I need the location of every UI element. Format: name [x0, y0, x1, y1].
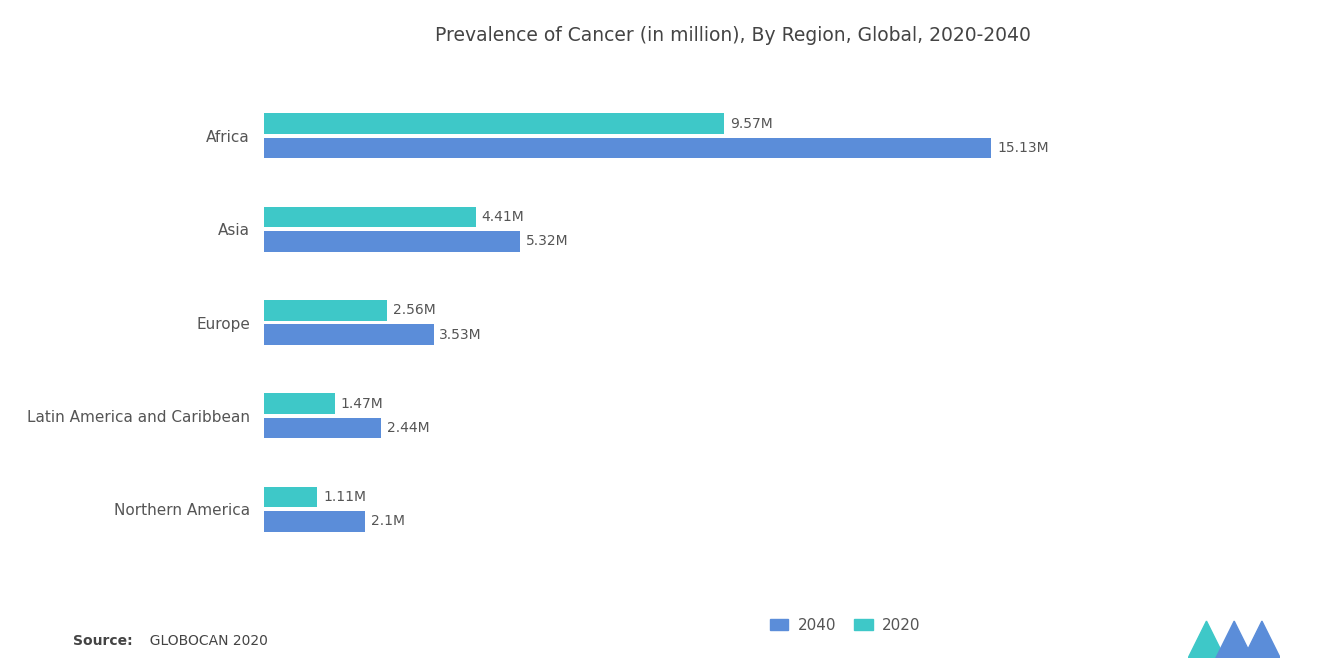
- Text: GLOBOCAN 2020: GLOBOCAN 2020: [141, 634, 268, 648]
- Bar: [264, 138, 991, 158]
- Text: 5.32M: 5.32M: [525, 234, 568, 248]
- Text: 4.41M: 4.41M: [482, 210, 524, 224]
- Polygon shape: [1188, 621, 1225, 658]
- Bar: [264, 418, 381, 438]
- Text: 1.11M: 1.11M: [323, 490, 366, 504]
- Text: 15.13M: 15.13M: [997, 141, 1048, 155]
- Text: 3.53M: 3.53M: [440, 328, 482, 342]
- Bar: [264, 300, 387, 321]
- Text: 9.57M: 9.57M: [730, 116, 772, 131]
- Title: Prevalence of Cancer (in million), By Region, Global, 2020-2040: Prevalence of Cancer (in million), By Re…: [434, 26, 1031, 45]
- Polygon shape: [1243, 621, 1280, 658]
- Bar: [264, 207, 477, 227]
- Text: 2.44M: 2.44M: [387, 421, 430, 435]
- Bar: [264, 114, 723, 134]
- Text: 1.47M: 1.47M: [341, 397, 383, 411]
- Bar: [264, 231, 520, 251]
- Polygon shape: [1216, 621, 1253, 658]
- Bar: [264, 394, 335, 414]
- Text: Source:: Source:: [73, 634, 132, 648]
- Legend: 2040, 2020: 2040, 2020: [764, 612, 927, 639]
- Bar: [264, 487, 317, 507]
- Bar: [264, 511, 364, 531]
- Bar: [264, 325, 434, 345]
- Text: 2.1M: 2.1M: [371, 514, 405, 529]
- Text: 2.56M: 2.56M: [393, 303, 436, 317]
